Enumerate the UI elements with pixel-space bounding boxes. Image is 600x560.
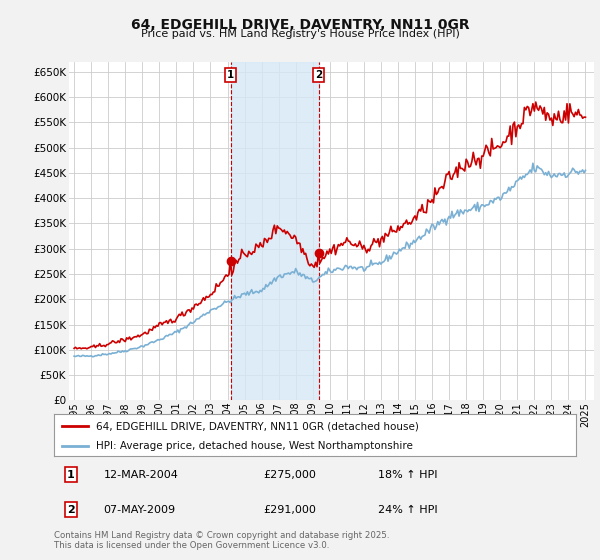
Text: 24% ↑ HPI: 24% ↑ HPI xyxy=(377,505,437,515)
Text: £291,000: £291,000 xyxy=(263,505,316,515)
Text: 07-MAY-2009: 07-MAY-2009 xyxy=(104,505,176,515)
Text: 2: 2 xyxy=(315,70,322,80)
Text: 2: 2 xyxy=(67,505,75,515)
Text: HPI: Average price, detached house, West Northamptonshire: HPI: Average price, detached house, West… xyxy=(96,441,413,451)
Text: 12-MAR-2004: 12-MAR-2004 xyxy=(104,470,178,479)
Text: Price paid vs. HM Land Registry's House Price Index (HPI): Price paid vs. HM Land Registry's House … xyxy=(140,29,460,39)
Text: 64, EDGEHILL DRIVE, DAVENTRY, NN11 0GR (detached house): 64, EDGEHILL DRIVE, DAVENTRY, NN11 0GR (… xyxy=(96,421,419,431)
Text: 64, EDGEHILL DRIVE, DAVENTRY, NN11 0GR: 64, EDGEHILL DRIVE, DAVENTRY, NN11 0GR xyxy=(131,18,469,32)
Text: £275,000: £275,000 xyxy=(263,470,316,479)
Bar xyxy=(231,62,319,400)
Text: 18% ↑ HPI: 18% ↑ HPI xyxy=(377,470,437,479)
Text: 1: 1 xyxy=(227,70,235,80)
Text: Contains HM Land Registry data © Crown copyright and database right 2025.
This d: Contains HM Land Registry data © Crown c… xyxy=(54,530,389,550)
Text: 1: 1 xyxy=(67,470,75,479)
